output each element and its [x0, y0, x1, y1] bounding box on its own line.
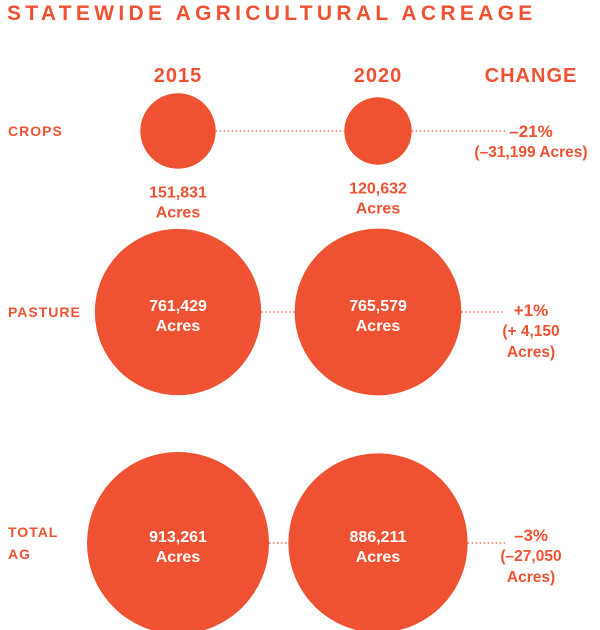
- value-label-2020: 765,579: [349, 298, 407, 315]
- change-percent: –3%: [513, 526, 549, 545]
- change-acres: (+ 4,150 Acres): [502, 323, 560, 361]
- row-label-total-ag: TOTAL AG: [8, 521, 58, 565]
- bubble-2015-pasture: [94, 228, 262, 396]
- change-total-ag: –3% (–27,050 Acres): [485, 525, 577, 588]
- row-label-line: TOTAL: [8, 524, 59, 540]
- bubble-2020-crops: [344, 97, 412, 165]
- column-header-change: CHANGE: [484, 65, 578, 87]
- chart-title: STATEWIDE AGRICULTURAL ACREAGE: [7, 2, 537, 25]
- unit-label-2015: Acres: [156, 205, 201, 222]
- change-acres: (–27,050 Acres): [500, 548, 562, 586]
- row-label-line: PASTURE: [8, 304, 81, 320]
- value-label-2020: 120,632: [349, 181, 407, 198]
- unit-label-2020: Acres: [356, 549, 401, 566]
- value-label-2015: 151,831: [149, 185, 207, 202]
- row-label-line: CROPS: [8, 123, 63, 139]
- value-label-2015: 913,261: [149, 529, 207, 546]
- bubble-2015-crops: [140, 93, 216, 169]
- row-label-pasture: PASTURE: [8, 301, 81, 323]
- row-label-crops: CROPS: [8, 120, 63, 142]
- unit-label-2020: Acres: [356, 318, 401, 335]
- change-percent: +1%: [513, 301, 549, 320]
- change-acres: (–31,199 Acres): [474, 144, 588, 161]
- column-header-2020: 2020: [353, 65, 403, 87]
- unit-label-2020: Acres: [356, 201, 401, 218]
- value-label-2020: 886,211: [350, 529, 407, 546]
- unit-label-2015: Acres: [156, 318, 201, 335]
- change-pasture: +1% (+ 4,150 Acres): [485, 300, 577, 363]
- change-percent: –21%: [509, 122, 553, 141]
- column-header-2015: 2015: [153, 65, 203, 87]
- bubble-2015-total-ag: [87, 452, 269, 630]
- bubble-2020-total-ag: [288, 453, 468, 630]
- unit-label-2015: Acres: [156, 549, 201, 566]
- bubble-2020-pasture: [294, 228, 462, 396]
- value-label-2015: 761,429: [149, 298, 207, 315]
- change-crops: –21% (–31,199 Acres): [474, 121, 587, 163]
- row-label-line: AG: [8, 546, 31, 562]
